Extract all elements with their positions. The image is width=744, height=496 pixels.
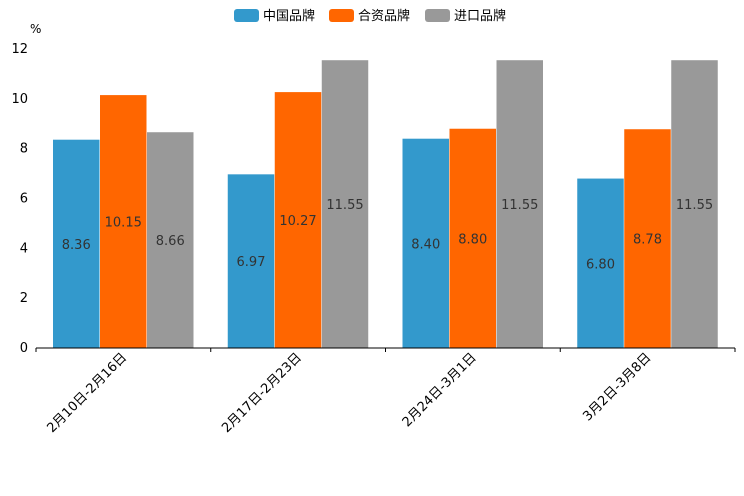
bar-2-4 xyxy=(624,129,671,348)
bar-3-4 xyxy=(671,60,718,349)
x-category-label: 2月24日-3月1日 xyxy=(400,350,480,430)
y-tick-label: 12 xyxy=(11,42,28,57)
bar-1-4 xyxy=(577,178,624,348)
legend-label: 合资品牌 xyxy=(358,8,410,24)
x-category-label: 2月10日-2月16日 xyxy=(44,350,130,436)
data-label: 10.15 xyxy=(105,216,142,231)
data-label: 8.66 xyxy=(156,234,185,249)
x-axis-ticks xyxy=(35,348,736,352)
bar-1-2 xyxy=(227,174,275,348)
y-tick-label: 6 xyxy=(20,192,28,207)
data-label: 8.80 xyxy=(458,232,487,247)
bar-2-1 xyxy=(100,95,147,349)
data-label: 6.97 xyxy=(237,255,266,270)
y-tick-label: 8 xyxy=(20,142,28,157)
data-label: 11.55 xyxy=(501,198,538,213)
y-tick-label: 0 xyxy=(20,341,28,356)
bar-2-3 xyxy=(449,128,496,348)
bar-1-3 xyxy=(402,138,449,348)
legend: 中国品牌 合资品牌 进口品牌 xyxy=(234,8,506,24)
bar-series xyxy=(53,60,718,349)
data-label: 11.55 xyxy=(676,198,713,213)
bar-2-2 xyxy=(274,92,322,348)
data-label: 10.27 xyxy=(279,214,316,229)
legend-label: 进口品牌 xyxy=(454,8,506,24)
x-category-label: 3月2日-3月8日 xyxy=(580,350,654,424)
y-tick-label: 4 xyxy=(20,241,28,256)
y-axis-ticks: 0 2 4 6 8 10 12 xyxy=(11,42,28,356)
data-label: 6.80 xyxy=(586,257,615,272)
bar-1-1 xyxy=(53,139,100,348)
x-category-label: 2月17日-2月23日 xyxy=(219,350,305,436)
bar-3-3 xyxy=(496,60,543,349)
data-labels: 8.36 10.15 8.66 6.97 10.27 11.55 8.40 8.80 11.55… xyxy=(62,198,713,272)
data-label: 8.78 xyxy=(633,233,662,248)
legend-swatch xyxy=(329,9,354,22)
data-label: 8.36 xyxy=(62,238,91,253)
legend-swatch xyxy=(234,9,259,22)
data-label: 8.40 xyxy=(411,237,440,252)
bar-3-2 xyxy=(321,60,369,349)
y-tick-label: 10 xyxy=(11,92,28,107)
y-axis-unit-label: % xyxy=(30,22,41,36)
x-axis-category-labels: 2月10日-2月16日 2月17日-2月23日 2月24日-3月1日 3月2日-3月8… xyxy=(44,350,654,436)
data-label: 11.55 xyxy=(326,198,363,213)
legend-label: 中国品牌 xyxy=(263,8,315,24)
bar-3-1 xyxy=(147,132,194,348)
y-tick-label: 2 xyxy=(20,291,28,306)
legend-swatch xyxy=(425,9,450,22)
